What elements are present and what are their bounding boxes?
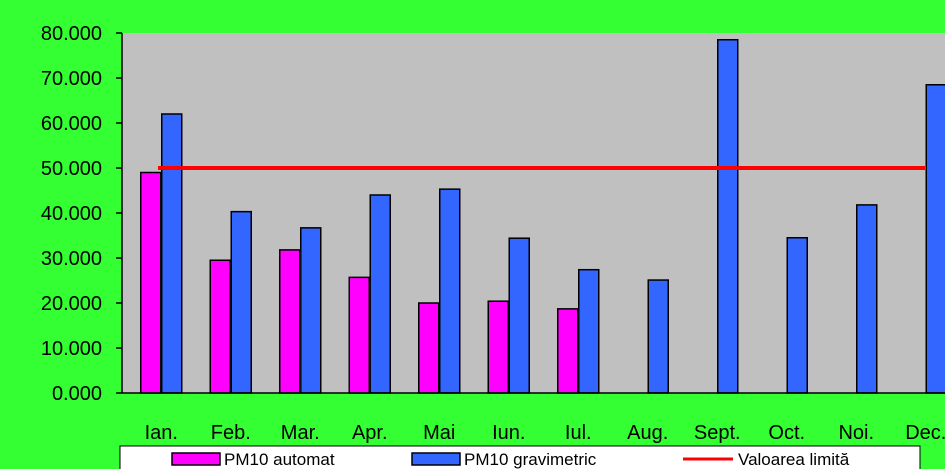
y-tick-label: 50.000 xyxy=(41,158,102,180)
bar-gravimetric xyxy=(856,204,878,394)
bar-gravimetric xyxy=(925,84,945,394)
x-tick-label: Iun. xyxy=(492,422,525,444)
bar-gravimetric xyxy=(369,194,391,394)
x-tick-label: Oct. xyxy=(768,422,805,444)
legend-swatch-gravimetric xyxy=(411,452,461,466)
bar-gravimetric xyxy=(230,210,252,394)
y-tick-label: 60.000 xyxy=(41,113,102,135)
bar-automat xyxy=(140,171,162,394)
bar-automat xyxy=(557,308,579,394)
bar-gravimetric xyxy=(300,227,322,394)
bar-automat xyxy=(348,276,370,394)
x-tick-label: Sept. xyxy=(694,422,741,444)
bar-automat xyxy=(418,302,440,394)
x-tick-label: Iul. xyxy=(565,422,592,444)
x-tick-label: Mar. xyxy=(281,422,320,444)
y-tick-label: 40.000 xyxy=(41,203,102,225)
y-tick-label: 30.000 xyxy=(41,248,102,270)
bar-automat xyxy=(487,300,509,394)
x-tick-label: Aug. xyxy=(627,422,668,444)
bar-gravimetric xyxy=(508,237,530,394)
bar-automat xyxy=(279,249,301,394)
y-axis-ticks: 0.000 10.000 20.000 30.000 40.000 50.000 60.00… xyxy=(41,23,122,405)
bar-gravimetric xyxy=(717,39,739,394)
legend: PM10 automat PM10 gravimetric Valoarea l… xyxy=(119,445,921,469)
legend-label-gravimetric: PM10 gravimetric xyxy=(464,450,597,469)
bar-automat xyxy=(209,259,231,394)
y-tick-label: 70.000 xyxy=(41,68,102,90)
legend-label-automat: PM10 automat xyxy=(224,450,335,469)
axes xyxy=(121,33,945,394)
x-tick-label: Ian. xyxy=(145,422,178,444)
x-tick-label: Apr. xyxy=(352,422,388,444)
legend-swatch-automat xyxy=(171,452,221,466)
legend-label-limit: Valoarea limită xyxy=(738,450,850,469)
bar-gravimetric xyxy=(786,237,808,394)
x-tick-label: Feb. xyxy=(211,422,251,444)
x-tick-label: Noi. xyxy=(838,422,874,444)
x-tick-label: Dec. xyxy=(905,422,945,444)
bar-gravimetric xyxy=(578,268,600,394)
bar-gravimetric xyxy=(161,113,183,394)
y-tick-label: 80.000 xyxy=(41,23,102,45)
y-tick-label: 10.000 xyxy=(41,338,102,360)
bar-gravimetric xyxy=(439,188,461,394)
bar-gravimetric xyxy=(647,279,669,394)
y-tick-label: 0.000 xyxy=(52,383,102,405)
x-tick-label: Mai xyxy=(423,422,455,444)
y-tick-label: 20.000 xyxy=(41,293,102,315)
legend-box xyxy=(119,445,921,469)
x-axis-labels: Ian. Feb. Mar. Apr. Mai Iun. Iul. Aug. Sept. Oct.… xyxy=(145,422,945,444)
